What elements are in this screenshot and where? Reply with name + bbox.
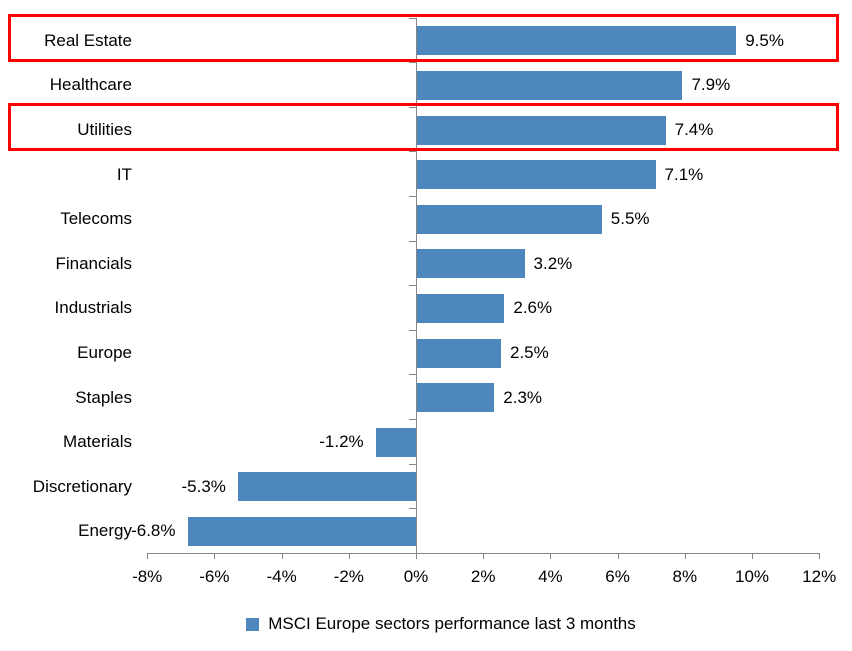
- value-label-it: 7.1%: [664, 164, 704, 184]
- x-axis-tick-label: 4%: [538, 567, 563, 586]
- value-label-telecoms: 5.5%: [610, 209, 650, 229]
- category-label-real-estate: Real Estate: [44, 30, 132, 50]
- y-axis-tick: [408, 195, 416, 197]
- legend-label: MSCI Europe sectors performance last 3 m…: [268, 614, 636, 633]
- value-label-materials: -1.2%: [319, 432, 364, 452]
- y-axis-tick: [408, 240, 416, 242]
- x-axis-tick: [416, 552, 417, 559]
- category-label-industrials: Industrials: [54, 298, 132, 318]
- bar-telecoms: [417, 204, 602, 234]
- bar-energy: [187, 516, 416, 546]
- x-axis-tick-label: -2%: [333, 567, 364, 586]
- category-label-healthcare: Healthcare: [49, 75, 132, 95]
- x-axis-tick-label: 10%: [734, 567, 770, 586]
- x-axis-tick: [550, 552, 552, 559]
- x-axis-tick: [684, 552, 686, 559]
- bar-staples: [417, 383, 495, 413]
- bar-healthcare: [417, 70, 683, 100]
- y-axis-tick: [408, 62, 416, 64]
- value-label-healthcare: 7.9%: [691, 75, 731, 95]
- x-axis-tick: [214, 552, 216, 559]
- category-label-it: IT: [116, 164, 132, 184]
- y-axis-tick: [408, 285, 416, 287]
- y-axis-tick: [408, 151, 416, 153]
- x-axis-tick: [281, 552, 283, 559]
- category-label-discretionary: Discretionary: [32, 476, 132, 496]
- category-label-financials: Financials: [55, 253, 132, 273]
- x-axis-tick-label: -6%: [199, 567, 230, 586]
- y-axis-tick: [408, 106, 416, 108]
- category-label-utilities: Utilities: [77, 120, 132, 139]
- category-label-materials: Materials: [63, 432, 132, 452]
- bar-industrials: [417, 293, 505, 323]
- y-axis-tick: [408, 418, 416, 420]
- x-axis-tick: [483, 552, 485, 559]
- x-axis-tick: [819, 552, 821, 559]
- x-axis-tick: [147, 552, 149, 559]
- x-axis-tick-label: 12%: [802, 567, 837, 586]
- value-label-real-estate: 9.5%: [745, 30, 784, 50]
- x-axis-tick-label: -4%: [266, 567, 297, 586]
- value-label-discretionary: -5.3%: [181, 476, 226, 496]
- x-axis-tick-label: -8%: [132, 567, 163, 586]
- bar-europe: [417, 338, 501, 368]
- bar-discretionary: [237, 472, 416, 502]
- legend-swatch-icon: [246, 617, 260, 631]
- bar-utilities: [417, 115, 666, 145]
- x-axis-tick: [752, 552, 753, 559]
- category-label-telecoms: Telecoms: [60, 209, 132, 229]
- y-axis-tick: [408, 374, 416, 376]
- bar-it: [417, 160, 656, 190]
- y-axis-tick: [408, 552, 416, 554]
- y-axis-tick: [408, 508, 416, 510]
- value-label-utilities: 7.4%: [674, 120, 714, 139]
- value-label-energy: -6.8%: [131, 521, 176, 541]
- highlight-box-utilities: [8, 102, 839, 152]
- y-axis-tick: [408, 329, 416, 331]
- bar-real-estate: [417, 26, 737, 56]
- y-axis-line: [416, 17, 417, 553]
- x-axis-tick-label: 6%: [605, 567, 630, 586]
- category-label-energy: Energy: [78, 521, 132, 541]
- bar-materials: [375, 427, 416, 457]
- y-axis-tick: [408, 17, 416, 19]
- value-label-financials: 3.2%: [533, 253, 573, 273]
- value-label-staples: 2.3%: [503, 387, 543, 407]
- value-label-europe: 2.5%: [510, 343, 549, 362]
- legend: MSCI Europe sectors performance last 3 m…: [15, 612, 852, 636]
- x-axis-tick-label: 0%: [403, 567, 429, 586]
- bar-financials: [417, 249, 525, 279]
- category-label-europe: Europe: [77, 343, 132, 362]
- x-axis-tick-label: 2%: [470, 567, 496, 586]
- category-label-staples: Staples: [75, 387, 132, 407]
- y-axis-tick: [408, 463, 416, 465]
- value-label-industrials: 2.6%: [513, 298, 553, 318]
- highlight-box-real-estate: [8, 13, 839, 63]
- x-axis-tick: [348, 552, 350, 559]
- x-axis-tick: [617, 552, 619, 559]
- x-axis-tick-label: 8%: [672, 567, 698, 586]
